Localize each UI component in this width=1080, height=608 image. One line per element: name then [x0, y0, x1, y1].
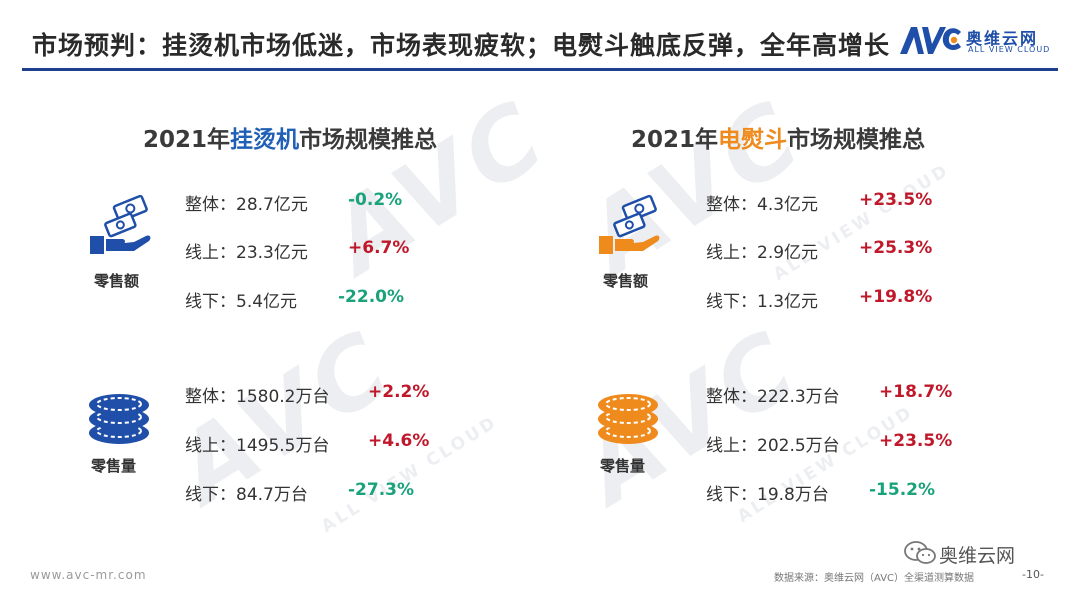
watermark-en: ALL VIEW CLOUD	[770, 160, 954, 285]
metric-change: -22.0%	[338, 287, 405, 307]
coin-stack-icon	[595, 393, 661, 447]
wechat-icon	[904, 541, 936, 564]
right-section-title: 2021年电熨斗市场规模推总	[631, 120, 925, 154]
metric-value: 222.3万台	[757, 387, 840, 407]
metric-change: -27.3%	[348, 480, 415, 500]
left-value-row-offline: 线下：5.4亿元 -22.0%	[185, 287, 425, 312]
metric-value: 5.4亿元	[236, 292, 298, 312]
metric-label: 整体：	[185, 195, 236, 215]
brand-logo: 奥维云网 ALL VIEW CLOUD	[898, 22, 1068, 58]
metric-change: +6.7%	[348, 238, 410, 258]
left-title-suffix: 市场规模推总	[299, 127, 438, 153]
metric-change: +25.3%	[859, 238, 933, 258]
brand-name-cn: 奥维云网	[966, 29, 1039, 48]
metric-label: 整体：	[706, 387, 757, 407]
metric-value: 2.9亿元	[757, 243, 819, 263]
metric-value: 23.3亿元	[236, 243, 308, 263]
metric-label: 线上：	[185, 243, 236, 263]
right-value-row-total: 整体：4.3亿元 +23.5%	[706, 190, 946, 215]
metric-value: 1.3亿元	[757, 292, 819, 312]
metric-label: 线上：	[706, 436, 757, 456]
right-volume-row-offline: 线下：19.8万台 -15.2%	[706, 480, 966, 505]
wechat-account-name: 奥维云网	[939, 545, 1016, 567]
right-retail-volume-caption: 零售量	[600, 457, 646, 475]
watermark-en: ALL VIEW CLOUD	[734, 402, 918, 527]
right-volume-row-online: 线上：202.5万台 +23.5%	[706, 431, 966, 456]
left-section-title: 2021年挂烫机市场规模推总	[143, 120, 437, 154]
page-number: -10-	[1022, 568, 1044, 581]
metric-label: 线下：	[706, 485, 757, 505]
left-volume-row-online: 线上：1495.5万台 +4.6%	[185, 431, 445, 456]
metric-change: +18.7%	[879, 382, 953, 402]
left-title-highlight: 挂烫机	[230, 127, 300, 153]
metric-label: 线下：	[185, 485, 236, 505]
metric-change: +4.6%	[368, 431, 430, 451]
title-divider	[22, 68, 1058, 71]
right-value-row-online: 线上：2.9亿元 +25.3%	[706, 238, 946, 263]
right-title-suffix: 市场规模推总	[787, 127, 926, 153]
right-volume-row-total: 整体：222.3万台 +18.7%	[706, 382, 966, 407]
metric-change: -15.2%	[869, 480, 936, 500]
metric-change: +19.8%	[859, 287, 933, 307]
metric-value: 19.8万台	[757, 485, 829, 505]
metric-label: 整体：	[706, 195, 757, 215]
data-source-note: 数据来源：奥维云网（AVC）全渠道测算数据	[774, 573, 975, 584]
watermark-logo: AVC	[312, 77, 567, 295]
left-value-row-online: 线上：23.3亿元 +6.7%	[185, 238, 425, 263]
avc-logo-icon	[900, 27, 961, 54]
coin-stack-icon	[86, 393, 152, 447]
metric-label: 线下：	[706, 292, 757, 312]
metric-change: +2.2%	[368, 382, 430, 402]
metric-value: 1580.2万台	[236, 387, 330, 407]
left-retail-volume-caption: 零售量	[91, 457, 137, 475]
left-value-row-total: 整体：28.7亿元 -0.2%	[185, 190, 425, 215]
right-title-highlight: 电熨斗	[718, 127, 788, 153]
metric-value: 84.7万台	[236, 485, 308, 505]
metric-change: -0.2%	[348, 190, 403, 210]
metric-change: +23.5%	[859, 190, 933, 210]
metric-value: 28.7亿元	[236, 195, 308, 215]
left-retail-value-caption: 零售额	[94, 272, 140, 290]
left-volume-row-total: 整体：1580.2万台 +2.2%	[185, 382, 445, 407]
page-title: 市场预判：挂烫机市场低迷，市场表现疲软；电熨斗触底反弹，全年高增长	[32, 31, 891, 60]
left-volume-row-offline: 线下：84.7万台 -27.3%	[185, 480, 445, 505]
brand-name-en: ALL VIEW CLOUD	[968, 45, 1051, 54]
metric-value: 1495.5万台	[236, 436, 330, 456]
metric-label: 线下：	[185, 292, 236, 312]
left-title-prefix: 2021年	[143, 127, 231, 153]
money-hand-icon	[597, 192, 663, 256]
wechat-badge: 奥维云网	[903, 540, 1071, 568]
footer-url: www.avc-mr.com	[30, 568, 147, 582]
right-title-prefix: 2021年	[631, 127, 719, 153]
metric-change: +23.5%	[879, 431, 953, 451]
right-retail-value-caption: 零售额	[603, 272, 649, 290]
metric-value: 202.5万台	[757, 436, 840, 456]
metric-label: 线上：	[185, 436, 236, 456]
metric-label: 线上：	[706, 243, 757, 263]
metric-value: 4.3亿元	[757, 195, 819, 215]
right-value-row-offline: 线下：1.3亿元 +19.8%	[706, 287, 946, 312]
metric-label: 整体：	[185, 387, 236, 407]
money-hand-icon	[88, 192, 154, 256]
